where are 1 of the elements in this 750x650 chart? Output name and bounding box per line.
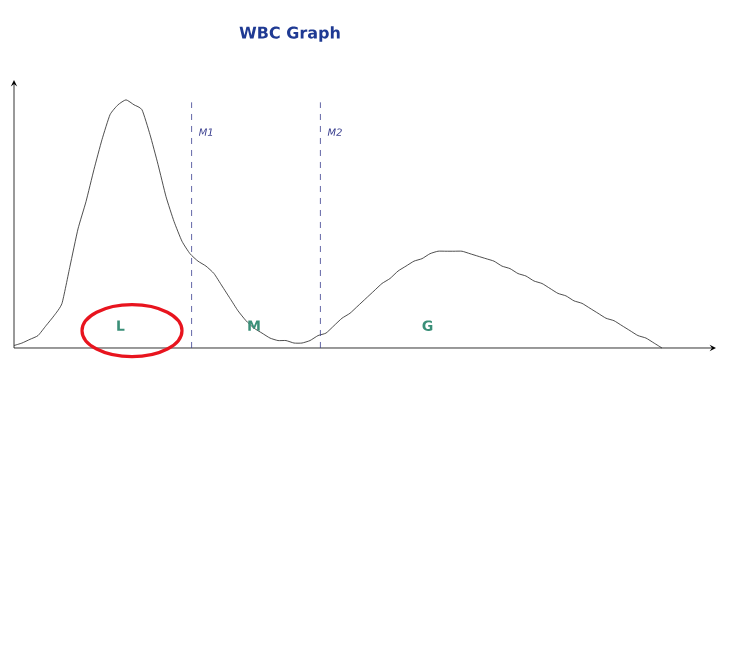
chart-title: WBC Graph: [239, 26, 340, 42]
